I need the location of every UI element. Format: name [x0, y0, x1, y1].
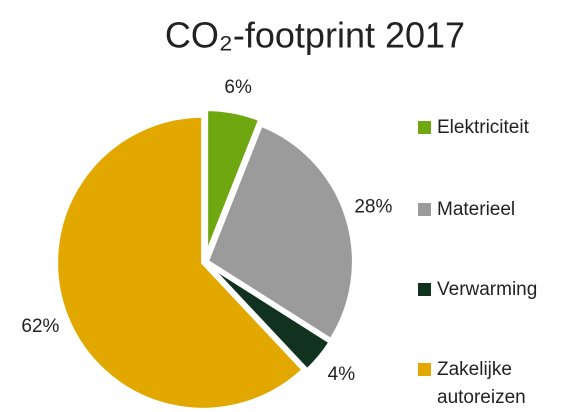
pie-slice: [54, 113, 306, 410]
legend-swatch: [418, 283, 431, 296]
data-label: 62%: [21, 316, 59, 337]
pie-slice: [204, 107, 263, 259]
data-label: 4%: [328, 364, 356, 385]
legend-label: Materieel: [437, 199, 516, 220]
legend-swatch: [418, 121, 431, 134]
legend-item: Verwarming: [418, 276, 558, 304]
legend-label: Verwarming: [437, 279, 538, 300]
legend-item: Zakelijke autoreizen: [418, 356, 558, 412]
legend-item: Materieel: [418, 196, 558, 224]
chart-title: CO₂-footprint 2017: [165, 15, 465, 56]
legend-swatch: [418, 203, 431, 216]
legend-item: Elektriciteit: [418, 114, 558, 142]
data-label: 6%: [224, 77, 252, 98]
legend-swatch: [418, 363, 431, 376]
pie-slice: [204, 122, 356, 343]
pie-slice: [204, 261, 333, 373]
legend-label: Zakelijke autoreizen: [437, 359, 526, 408]
legend-label: Elektriciteit: [437, 117, 529, 138]
data-label: 28%: [354, 196, 392, 217]
